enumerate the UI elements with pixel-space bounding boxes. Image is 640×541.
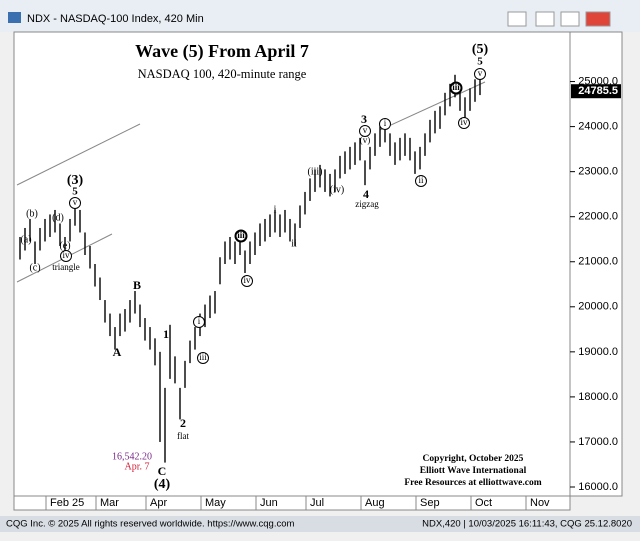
x-tick-label: Jun [260, 497, 278, 509]
trend-line [16, 123, 141, 186]
wave-circle [415, 175, 427, 187]
y-tick-label: 19000.0 [578, 346, 618, 358]
wave-label: (4) [154, 477, 171, 492]
wave-circle [69, 197, 81, 209]
wave-label: 5 [477, 56, 483, 68]
price-axis [569, 31, 623, 497]
close-button[interactable] [585, 11, 611, 27]
x-tick-label: Sep [420, 497, 440, 509]
wave-label: iii [199, 352, 207, 362]
y-tick-label: 17000.0 [578, 436, 618, 448]
wave-label: (a) [20, 234, 31, 245]
copyright: Free Resources at elliottwave.com [404, 478, 541, 488]
wave-label: (3) [67, 173, 84, 188]
title-bar [0, 0, 640, 32]
wave-label: v [363, 125, 368, 135]
wave-label: (e) [59, 240, 70, 251]
wave-circle [234, 229, 248, 243]
wave-label: iv [62, 250, 70, 260]
wave-circle [60, 250, 72, 262]
window-title: NDX - NASDAQ-100 Index, 420 Min [27, 13, 204, 25]
wave-label: i [384, 118, 387, 128]
wave-label: i [274, 204, 277, 215]
footer-left: CQG Inc. © 2025 All rights reserved worl… [6, 519, 295, 530]
wave-label: zigzag [355, 199, 379, 209]
last-price-label: 24785.5 [578, 85, 618, 97]
plot-area [13, 31, 571, 497]
y-tick-label: 24000.0 [578, 121, 618, 133]
wave-circle [197, 352, 209, 364]
y-tick-label: 23000.0 [578, 166, 618, 178]
y-tick-label: 18000.0 [578, 391, 618, 403]
last-price-box [571, 84, 621, 99]
y-tick-label: 22000.0 [578, 211, 618, 223]
wave-circle [474, 68, 486, 80]
wave-label: (5) [472, 42, 489, 57]
wave-label: A [113, 345, 122, 359]
wave-label: triangle [52, 262, 80, 272]
wave-label: 3 [361, 112, 367, 126]
wave-circle [241, 275, 253, 287]
footer-right: NDX,420 | 10/03/2025 16:11:43, CQG 25.12… [422, 519, 632, 530]
x-tick-label: May [205, 497, 226, 509]
status-bar [0, 516, 640, 532]
y-tick-label: 16000.0 [578, 481, 618, 493]
app-icon [8, 12, 21, 23]
wave-label: (c) [29, 262, 40, 273]
wave-label: 1 [163, 327, 169, 341]
wave-label: 4 [363, 187, 369, 201]
chart-title: Wave (5) From April 7 [135, 41, 309, 62]
wave-label: iv [243, 275, 251, 285]
minimize-button[interactable] [535, 11, 555, 27]
x-tick-label: Oct [475, 497, 492, 509]
wave-label: v [478, 68, 483, 78]
link-button[interactable] [507, 11, 527, 27]
time-axis [13, 495, 571, 511]
wave-label: 5 [72, 186, 78, 198]
copyright: Copyright, October 2025 [423, 454, 524, 464]
wave-label: 16,542.20 [112, 451, 152, 462]
wave-label: ii [291, 238, 297, 249]
wave-circle [359, 125, 371, 137]
wave-label: Apr. 7 [125, 461, 150, 472]
maximize-button[interactable] [560, 11, 580, 27]
wave-label: B [133, 278, 141, 292]
chart-subtitle: NASDAQ 100, 420-minute range [138, 67, 307, 81]
wave-circle [458, 117, 470, 129]
wave-label: iv [460, 117, 468, 127]
wave-label: ii [418, 175, 424, 185]
trend-line [379, 81, 486, 131]
wave-circle [193, 316, 205, 328]
wave-label: (iii) [308, 166, 323, 177]
wave-label: i [198, 316, 201, 326]
x-tick-label: Mar [100, 497, 119, 509]
y-tick-label: 20000.0 [578, 301, 618, 313]
x-tick-label: Feb 25 [50, 497, 84, 509]
wave-label: (d) [52, 212, 64, 223]
wave-label: flat [177, 431, 189, 441]
y-tick-label: 21000.0 [578, 256, 618, 268]
wave-label: v [73, 197, 78, 207]
wave-label: C [158, 464, 167, 478]
x-tick-label: Nov [530, 497, 550, 509]
wave-circle [449, 81, 463, 95]
x-tick-label: Apr [150, 497, 167, 509]
wave-label: (b) [26, 208, 38, 219]
wave-label: (iv) [330, 184, 344, 195]
wave-label: (v) [360, 135, 371, 145]
wave-circle [379, 118, 391, 130]
wave-label: iii [452, 82, 460, 92]
x-tick-label: Aug [365, 497, 385, 509]
x-tick-label: Jul [310, 497, 324, 509]
wave-label: iii [237, 230, 245, 240]
wave-label: 2 [180, 416, 186, 430]
copyright: Elliott Wave International [420, 466, 527, 476]
